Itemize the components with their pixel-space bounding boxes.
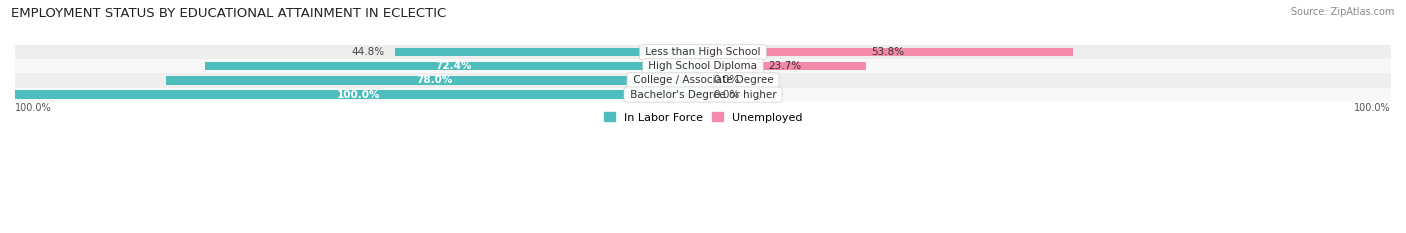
Text: EMPLOYMENT STATUS BY EDUCATIONAL ATTAINMENT IN ECLECTIC: EMPLOYMENT STATUS BY EDUCATIONAL ATTAINM… xyxy=(11,7,447,20)
Bar xyxy=(15,45,1391,59)
Text: Less than High School: Less than High School xyxy=(643,47,763,57)
Text: 78.0%: 78.0% xyxy=(416,75,453,86)
Bar xyxy=(166,76,703,85)
Bar xyxy=(15,88,1391,102)
Text: 72.4%: 72.4% xyxy=(436,62,472,71)
Text: 100.0%: 100.0% xyxy=(15,103,52,113)
Legend: In Labor Force, Unemployed: In Labor Force, Unemployed xyxy=(599,108,807,127)
Text: Source: ZipAtlas.com: Source: ZipAtlas.com xyxy=(1291,7,1395,17)
Text: 0.0%: 0.0% xyxy=(713,89,740,99)
Bar xyxy=(703,48,1073,56)
Text: 23.7%: 23.7% xyxy=(768,62,801,71)
Text: 0.0%: 0.0% xyxy=(713,75,740,86)
Text: High School Diploma: High School Diploma xyxy=(645,62,761,71)
Text: Bachelor's Degree or higher: Bachelor's Degree or higher xyxy=(627,89,779,99)
Text: 44.8%: 44.8% xyxy=(352,47,384,57)
Text: College / Associate Degree: College / Associate Degree xyxy=(630,75,776,86)
Bar xyxy=(15,73,1391,88)
Text: 100.0%: 100.0% xyxy=(1354,103,1391,113)
Bar xyxy=(15,90,703,99)
Bar xyxy=(703,62,866,70)
Text: 53.8%: 53.8% xyxy=(872,47,904,57)
Bar xyxy=(15,59,1391,73)
Text: 100.0%: 100.0% xyxy=(337,89,381,99)
Bar xyxy=(395,48,703,56)
Bar xyxy=(205,62,703,70)
